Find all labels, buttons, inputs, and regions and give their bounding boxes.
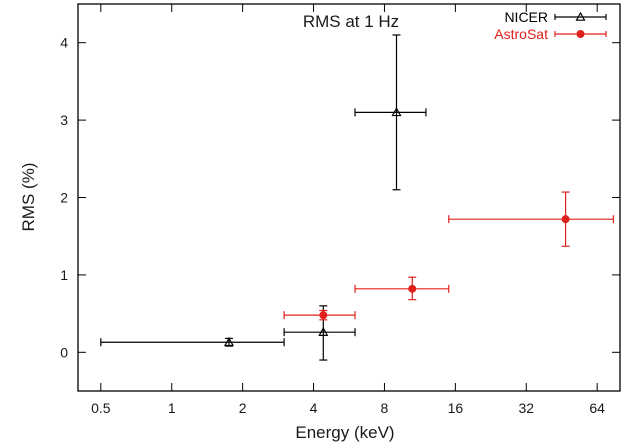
y-tick-label: 2	[60, 190, 68, 206]
data-series	[100, 34, 614, 361]
x-tick-label: 64	[589, 400, 605, 416]
legend-marker-astrosat	[576, 30, 585, 38]
series-nicer	[100, 34, 427, 361]
nicer-point	[391, 107, 402, 117]
legend-label-nicer: NICER	[504, 9, 548, 25]
astrosat-point	[319, 311, 328, 320]
chart-title: RMS at 1 Hz	[303, 12, 399, 31]
x-axis-label: Energy (keV)	[295, 423, 394, 442]
astrosat-point	[408, 284, 417, 293]
plot-frame	[77, 3, 621, 392]
legend: NICER AstroSat	[494, 9, 607, 42]
series-astrosat	[283, 191, 614, 321]
y-tick-label: 1	[60, 267, 68, 283]
y-tick-label: 0	[60, 344, 68, 360]
y-tick-label: 4	[60, 35, 68, 51]
y-axis-ticks: 0 1 2 3 4	[60, 35, 620, 360]
nicer-point	[318, 326, 329, 336]
x-tick-label: 1	[168, 400, 176, 416]
x-tick-label: 8	[381, 400, 389, 416]
y-tick-label: 3	[60, 112, 68, 128]
x-tick-label: 2	[239, 400, 247, 416]
x-tick-label: 16	[448, 400, 464, 416]
x-axis-ticks: 0.5 1 2 4 8 16 32 64	[91, 4, 605, 416]
y-axis-label: RMS (%)	[19, 163, 38, 232]
nicer-point	[223, 337, 234, 347]
x-tick-label: 32	[518, 400, 534, 416]
x-tick-label: 0.5	[91, 400, 111, 416]
legend-label-astrosat: AstroSat	[494, 26, 548, 42]
astrosat-point	[561, 215, 570, 224]
x-tick-label: 4	[310, 400, 318, 416]
legend-marker-nicer	[575, 11, 586, 21]
